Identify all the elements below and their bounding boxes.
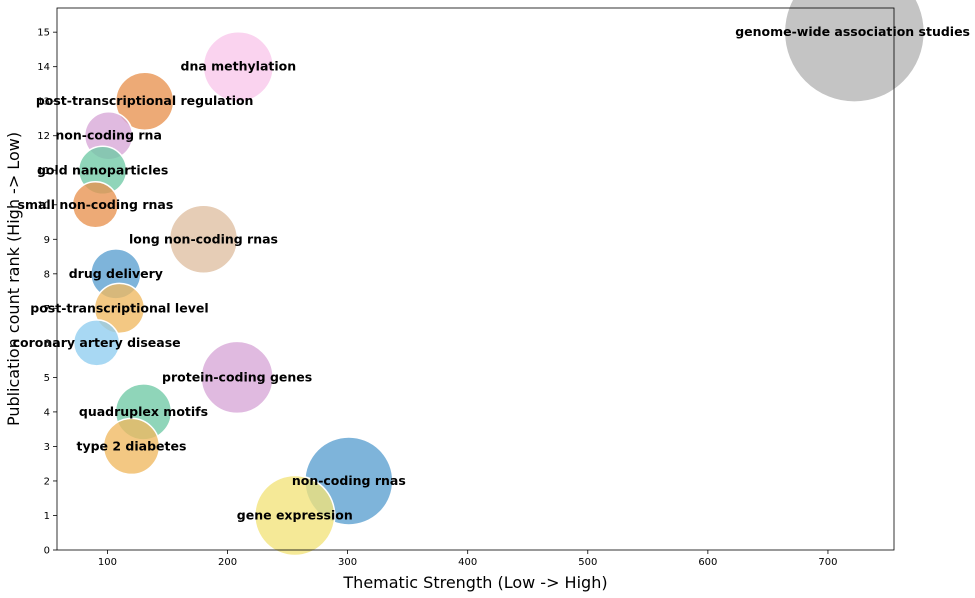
y-tick-label: 0 <box>44 546 50 557</box>
bubble <box>168 204 239 275</box>
y-tick-label: 3 <box>44 442 50 453</box>
y-tick-label: 1 <box>44 511 50 522</box>
y-tick-label: 4 <box>44 407 50 418</box>
y-tick-label: 6 <box>44 338 50 349</box>
bubble-label: post-transcriptional level <box>30 300 208 315</box>
x-tick-label: 100 <box>98 557 117 568</box>
y-tick-label: 12 <box>37 131 50 142</box>
bubble <box>783 0 926 103</box>
bubble <box>71 181 120 229</box>
y-tick-label: 9 <box>44 235 50 246</box>
plot-frame <box>56 7 895 551</box>
y-axis-title: Publication count rank (High -> Low) <box>4 132 23 426</box>
x-tick-label: 600 <box>698 557 717 568</box>
bubble-label: type 2 diabetes <box>76 438 186 453</box>
y-tick-label: 7 <box>44 304 50 315</box>
x-tick-label: 700 <box>818 557 837 568</box>
bubble-label: non-coding rnas <box>292 473 406 488</box>
bubble-label: genome-wide association studies <box>735 24 970 39</box>
y-tick-label: 2 <box>44 476 50 487</box>
bubble-label-layer: genome-wide association studies dna methy… <box>13 24 970 522</box>
bubble-label: dna methylation <box>181 59 297 74</box>
bubble-label: drug delivery <box>69 266 163 281</box>
y-tick-label: 14 <box>37 62 50 73</box>
x-tick-label: 400 <box>458 557 477 568</box>
y-tick-label: 11 <box>37 166 50 177</box>
y-tick-label: 5 <box>44 373 50 384</box>
bubble <box>200 340 274 415</box>
bubble-label: gold nanoparticles <box>37 162 168 177</box>
y-tick-label: 15 <box>37 28 50 39</box>
bubble <box>93 282 146 335</box>
x-tick-label: 500 <box>578 557 597 568</box>
bubble-label: non-coding rna <box>55 128 162 143</box>
y-tick-label: 13 <box>37 97 50 108</box>
x-tick-label: 200 <box>218 557 237 568</box>
x-tick-label: 300 <box>338 557 357 568</box>
bubble <box>254 474 336 557</box>
x-axis: 100 200 300 400 500 600 700 <box>98 550 837 568</box>
y-tick-label: 8 <box>44 269 50 280</box>
bubble <box>202 30 275 103</box>
bubble <box>102 417 161 476</box>
bubble-label: post-transcriptional regulation <box>36 93 254 108</box>
bubble <box>72 319 121 367</box>
x-axis-title: Thematic Strength (Low -> High) <box>342 573 607 592</box>
bubble <box>114 71 175 131</box>
y-tick-label: 10 <box>37 200 50 211</box>
bubble-label: quadruplex motifs <box>79 404 208 419</box>
bubble-label: protein-coding genes <box>162 369 312 384</box>
bubble-label: coronary artery disease <box>13 335 181 350</box>
bubble-label: small non-coding rnas <box>18 197 174 212</box>
bubble-layer <box>71 0 926 557</box>
bubble-label: gene expression <box>237 507 353 522</box>
bubble-label: long non-coding rnas <box>129 231 278 246</box>
